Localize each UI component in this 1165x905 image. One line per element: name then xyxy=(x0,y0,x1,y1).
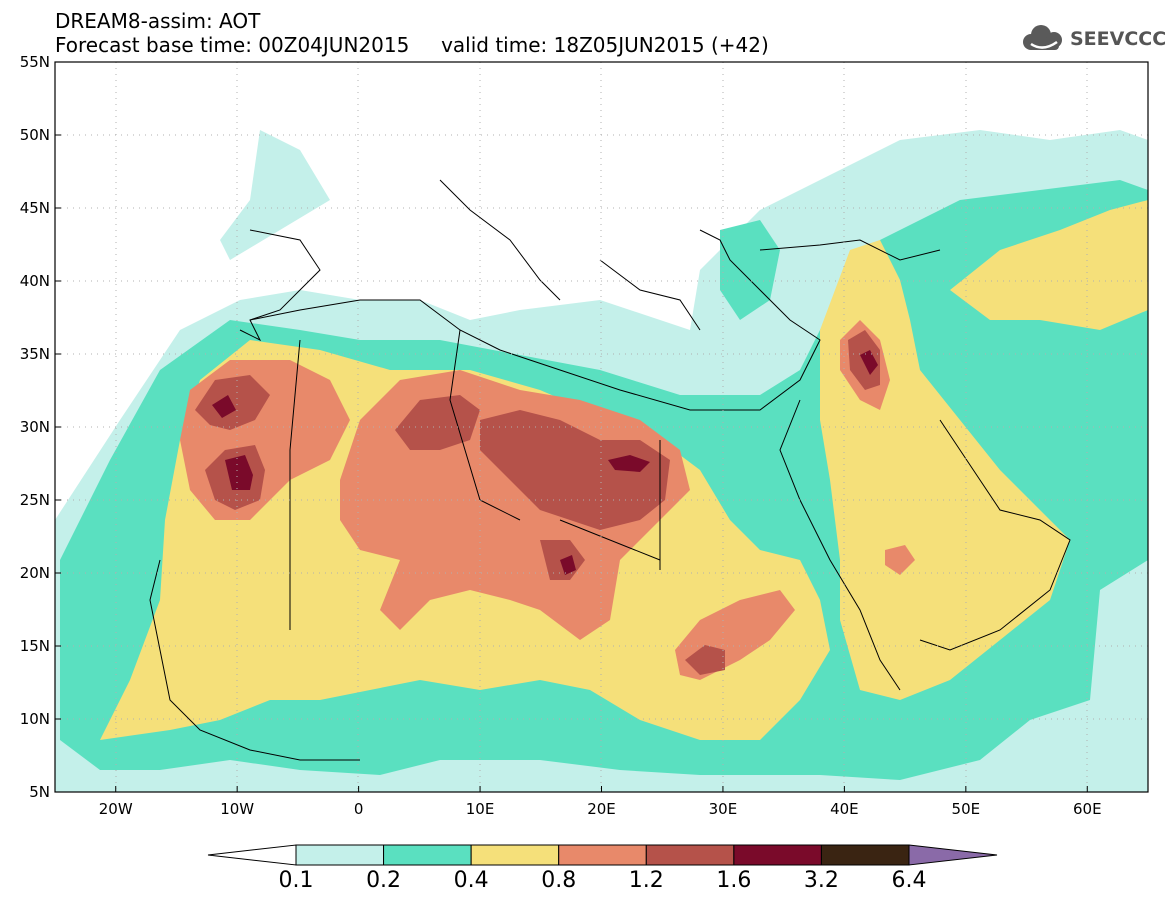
lon-tick-label: 60E xyxy=(1073,800,1102,818)
colorbar-labels: 0.1 0.2 0.4 0.8 1.2 1.6 3.2 6.4 xyxy=(0,868,1165,898)
colorbar-over-arrow xyxy=(908,844,998,866)
lat-tick-label: 50N xyxy=(20,126,50,144)
colorbar-swatch xyxy=(558,844,647,866)
colorbar-swatch xyxy=(470,844,560,866)
colorbar-swatch xyxy=(383,844,472,866)
colorbar-swatch xyxy=(733,844,822,866)
lon-tick-label: 20W xyxy=(99,800,133,818)
aot-band-1.6-3.2 xyxy=(212,350,878,575)
colorbar-label: 0.2 xyxy=(366,868,402,893)
coastlines xyxy=(149,179,1071,761)
colorbar-label: 0.8 xyxy=(541,868,577,893)
lat-tick-label: 5N xyxy=(29,783,50,801)
colorbar-label: 3.2 xyxy=(803,868,839,893)
seevccc-logo xyxy=(1023,25,1062,50)
colorbar-swatch xyxy=(645,844,735,866)
lon-tick-label: 20E xyxy=(587,800,616,818)
colorbar-swatch xyxy=(820,844,910,866)
lat-tick-label: 30N xyxy=(20,418,50,436)
lat-ticks: 55N 50N 45N 40N 35N 30N 25N 20N 15N 10N 5N xyxy=(20,53,61,801)
colorbar-swatch xyxy=(295,844,385,866)
lat-tick-label: 20N xyxy=(20,564,50,582)
lat-tick-label: 35N xyxy=(20,345,50,363)
map-title: DREAM8-assim: AOT xyxy=(55,9,261,33)
colorbar-under-arrow xyxy=(207,844,297,866)
lat-tick-label: 15N xyxy=(20,637,50,655)
lat-tick-label: 25N xyxy=(20,491,50,509)
lon-ticks: 20W 10W 0 10E 20E 30E 40E 50E 60E xyxy=(99,786,1102,818)
forecast-times: Forecast base time: 00Z04JUN2015 valid t… xyxy=(55,33,769,57)
colorbar-label: 1.6 xyxy=(716,868,752,893)
lon-tick-label: 50E xyxy=(952,800,981,818)
aot-field xyxy=(55,130,1148,792)
lon-tick-label: 10E xyxy=(466,800,495,818)
colorbar-label: 1.2 xyxy=(628,868,664,893)
lon-tick-label: 40E xyxy=(830,800,859,818)
colorbar-label: 6.4 xyxy=(891,868,927,893)
lat-tick-label: 40N xyxy=(20,272,50,290)
lon-tick-label: 30E xyxy=(709,800,738,818)
logo-text: SEEVCCC xyxy=(1070,28,1165,50)
colorbar-label: 0.1 xyxy=(278,868,314,893)
lon-tick-label: 0 xyxy=(354,800,364,818)
colorbar xyxy=(207,844,998,866)
lat-tick-label: 10N xyxy=(20,710,50,728)
lon-tick-label: 10W xyxy=(220,800,254,818)
lat-tick-label: 55N xyxy=(20,53,50,71)
lat-tick-label: 45N xyxy=(20,199,50,217)
grid xyxy=(55,62,1148,792)
colorbar-label: 0.4 xyxy=(453,868,489,893)
